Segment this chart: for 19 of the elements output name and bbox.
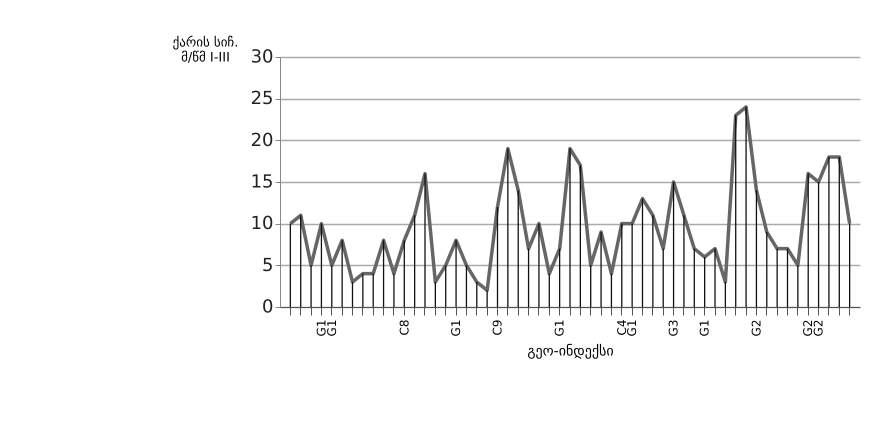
x-axis-title: გეო-ინდექსი — [527, 343, 614, 360]
line-series — [288, 105, 852, 292]
x-tick-label: G2 — [812, 320, 826, 336]
y-tick-label: 15 — [250, 172, 274, 192]
y-tick-label: 30 — [250, 46, 274, 68]
x-tick-label: C9 — [490, 320, 504, 336]
x-tick-label: G3 — [666, 320, 681, 336]
x-tick-label: C8 — [397, 320, 412, 336]
y-tick-label: 25 — [250, 88, 274, 110]
y-axis-title: ქარის სიჩ. მ/წმ I-III — [172, 36, 238, 66]
y-tick-label: 0 — [262, 296, 274, 318]
x-tick-label: G1 — [698, 320, 712, 336]
x-tick-label: G2 — [749, 320, 764, 336]
y-tick-label: 5 — [262, 254, 274, 276]
y-tick-label: 10 — [250, 213, 274, 234]
x-tick-label: G1 — [625, 320, 640, 336]
y-tick-label: 20 — [250, 130, 274, 151]
x-tick-label: G1 — [552, 320, 567, 336]
x-tick-label: G1 — [449, 320, 464, 336]
